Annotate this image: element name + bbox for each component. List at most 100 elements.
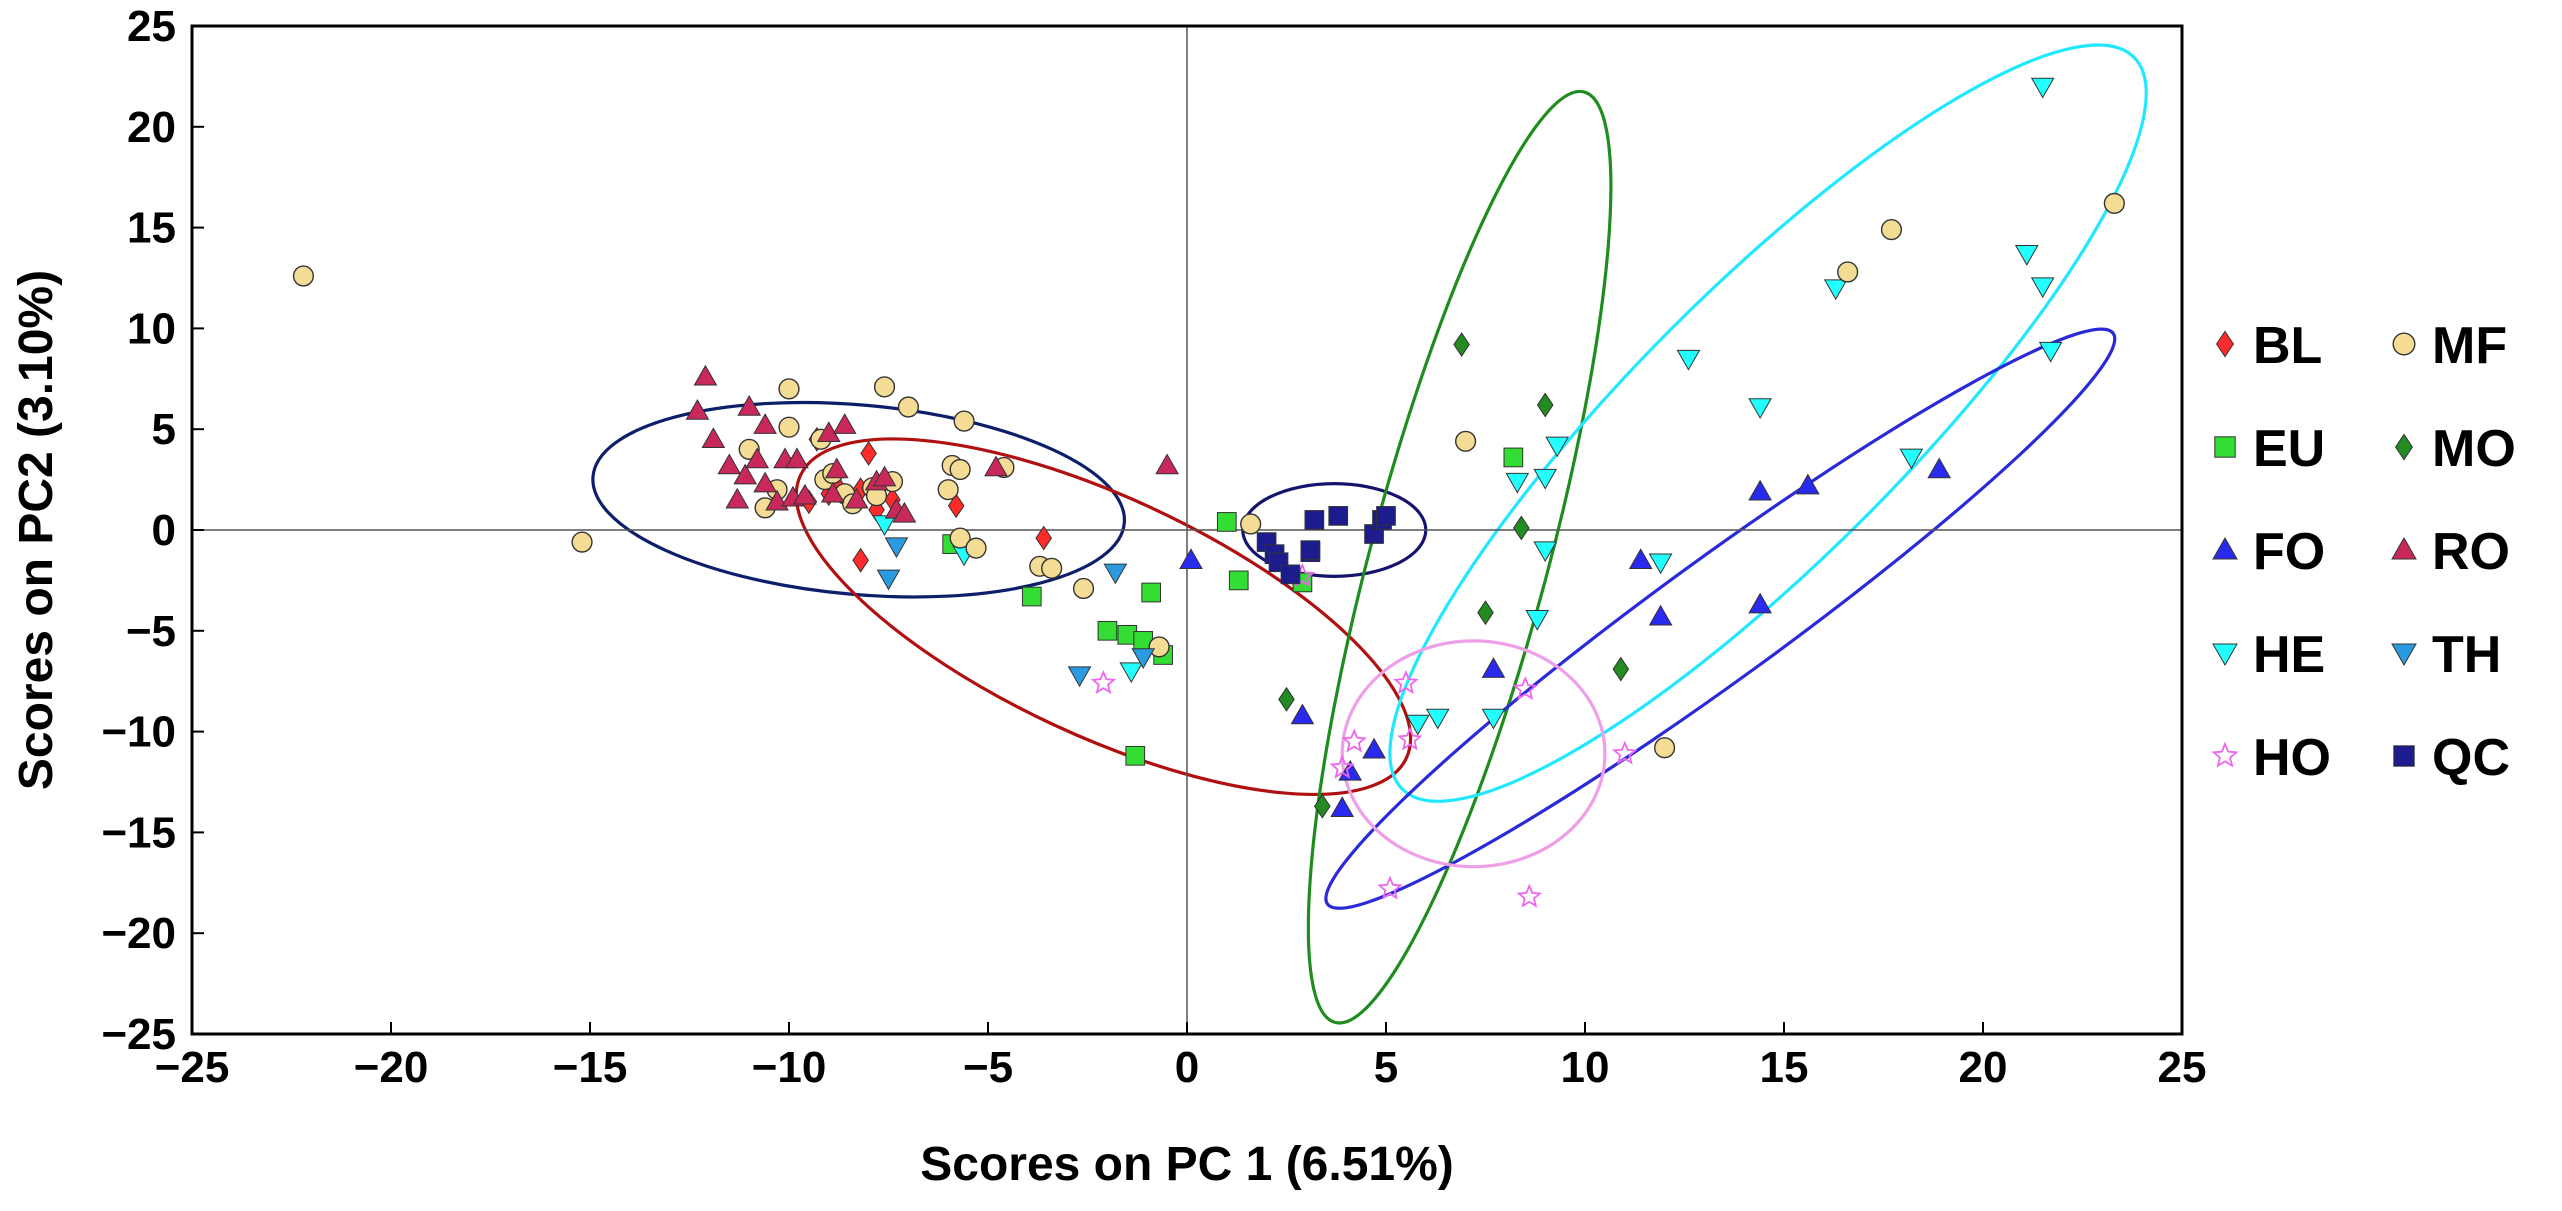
x-tick-label: −25 bbox=[155, 1043, 230, 1092]
data-point-ro bbox=[793, 483, 817, 505]
y-tick-label: −25 bbox=[101, 1010, 176, 1059]
data-point-mf bbox=[778, 416, 800, 438]
x-tick-label: −15 bbox=[553, 1043, 628, 1092]
data-point-ro bbox=[753, 471, 777, 493]
data-point-mo bbox=[1513, 515, 1530, 541]
data-point-mf bbox=[873, 376, 896, 398]
data-point-eu bbox=[1021, 586, 1042, 607]
series-th bbox=[876, 537, 1156, 688]
confidence-ellipse-ho bbox=[1340, 639, 1607, 869]
data-point-mf bbox=[292, 265, 315, 287]
data-point-ro bbox=[984, 455, 1008, 477]
data-point-qc bbox=[1376, 506, 1396, 526]
data-point-mf bbox=[1880, 219, 1903, 241]
y-tick-label: −15 bbox=[101, 808, 176, 857]
legend-label: HO bbox=[2253, 729, 2331, 787]
data-point-he bbox=[1425, 708, 1450, 730]
data-point-bl bbox=[852, 547, 869, 573]
confidence-ellipse-ro-mf bbox=[591, 400, 1127, 599]
legend-item-mf: MF bbox=[2392, 317, 2507, 375]
data-point-eu bbox=[1141, 582, 1162, 603]
data-point-ro bbox=[725, 487, 750, 509]
data-point-ro bbox=[737, 395, 762, 416]
legend-item-mo: MO bbox=[2394, 420, 2516, 478]
data-point-he bbox=[1748, 398, 1772, 420]
data-point-qc bbox=[1300, 540, 1321, 561]
data-point-bl bbox=[947, 493, 965, 519]
x-tick-label: 10 bbox=[1561, 1043, 1610, 1092]
data-point-eu bbox=[1228, 570, 1249, 591]
data-point-mf bbox=[2103, 192, 2125, 215]
legend-item-fo: FO bbox=[2212, 523, 2325, 581]
data-point-th bbox=[884, 537, 909, 559]
data-point-he bbox=[2038, 341, 2063, 363]
legend-label: FO bbox=[2253, 523, 2325, 581]
legend-item-he: HE bbox=[2212, 626, 2325, 684]
data-point-ro bbox=[733, 463, 758, 485]
data-point-ro bbox=[785, 447, 809, 469]
data-point-mf bbox=[1837, 261, 1859, 283]
data-point-th bbox=[876, 569, 901, 591]
data-point-he bbox=[2014, 245, 2039, 266]
data-point-ho bbox=[1090, 669, 1117, 694]
data-point-mf bbox=[571, 531, 593, 553]
data-point-he bbox=[1676, 349, 1701, 371]
legend-label: MF bbox=[2432, 317, 2507, 375]
legend-marker-ro bbox=[2391, 536, 2417, 560]
x-tick-label: −5 bbox=[963, 1043, 1013, 1092]
series-he bbox=[872, 77, 2063, 736]
confidence-ellipse-bl-eu bbox=[794, 437, 1413, 797]
data-point-mo bbox=[1477, 600, 1494, 626]
x-tick-label: 0 bbox=[1175, 1043, 1199, 1092]
data-point-fo bbox=[1330, 796, 1355, 817]
data-point-he bbox=[1533, 541, 1558, 563]
data-point-mf bbox=[1041, 557, 1063, 579]
series-eu bbox=[942, 447, 1524, 766]
y-tick-label: −5 bbox=[126, 607, 176, 656]
legend-label: QC bbox=[2432, 729, 2510, 787]
x-tick-label: −20 bbox=[354, 1043, 429, 1092]
data-point-fo bbox=[1290, 703, 1315, 725]
axis-ticks: −25 −20 −15 −10 −5 0 5 10 15 20 25 −25 −20 −15 −10 −5 0 5… bbox=[101, 2, 2206, 1092]
data-point-he bbox=[1405, 714, 1430, 736]
data-point-ho bbox=[1612, 740, 1638, 765]
legend-marker-eu bbox=[2214, 436, 2236, 458]
y-tick-label: 5 bbox=[152, 405, 176, 454]
data-point-he bbox=[1648, 553, 1673, 575]
x-tick-label: −10 bbox=[752, 1043, 827, 1092]
y-tick-label: 10 bbox=[127, 304, 176, 353]
data-point-ho bbox=[1341, 728, 1367, 753]
legend-label: HE bbox=[2253, 626, 2325, 684]
data-point-bl bbox=[860, 440, 877, 466]
legend-marker-mo bbox=[2394, 433, 2414, 461]
data-point-mo bbox=[1536, 392, 1554, 418]
data-point-fo bbox=[1748, 592, 1772, 614]
data-point-he bbox=[1119, 662, 1144, 684]
data-point-fo bbox=[1748, 479, 1772, 501]
y-tick-label: 20 bbox=[127, 103, 176, 152]
data-point-he bbox=[872, 515, 897, 536]
data-point-th bbox=[1067, 666, 1092, 688]
legend-item-bl: BL bbox=[2215, 317, 2322, 375]
data-point-ro bbox=[693, 364, 718, 386]
data-point-qc bbox=[1304, 510, 1325, 530]
series-ro bbox=[685, 364, 1179, 523]
data-point-fo bbox=[1796, 473, 1820, 495]
confidence-ellipses bbox=[591, 43, 2148, 1025]
data-point-fo bbox=[1179, 548, 1203, 569]
data-point-qc bbox=[1280, 564, 1301, 585]
legend-marker-ho bbox=[2211, 741, 2239, 768]
legend-marker-bl bbox=[2215, 330, 2235, 358]
data-point-eu bbox=[1503, 447, 1524, 468]
x-axis-title: Scores on PC 1 (6.51%) bbox=[920, 1138, 1454, 1191]
data-point-he bbox=[1533, 468, 1558, 490]
legend-marker-he bbox=[2212, 643, 2238, 667]
data-point-ho bbox=[1397, 726, 1423, 751]
zero-lines bbox=[192, 26, 2182, 1034]
data-point-ho bbox=[1393, 669, 1419, 694]
data-point-ro bbox=[892, 501, 917, 523]
legend-item-th: TH bbox=[2391, 626, 2501, 684]
data-point-qc bbox=[1328, 506, 1349, 526]
data-point-fo bbox=[1628, 548, 1653, 569]
data-point-th bbox=[1131, 648, 1156, 670]
